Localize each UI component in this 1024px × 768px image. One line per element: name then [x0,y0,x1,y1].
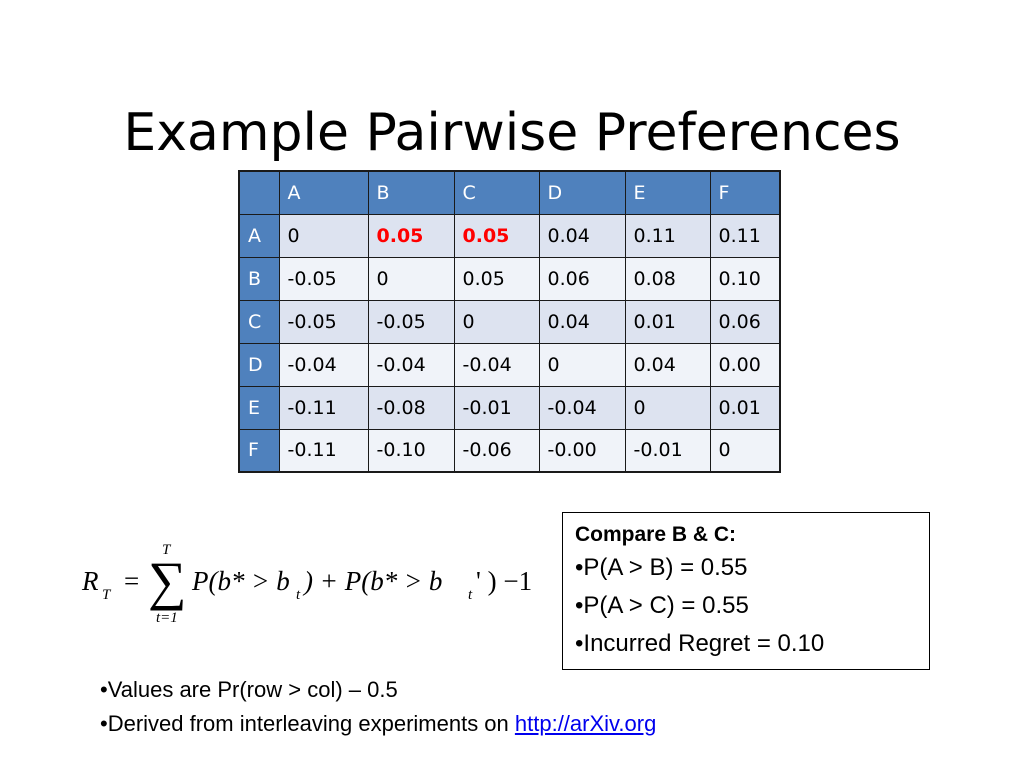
preference-matrix: A B C D E F A 0 0.05 0.05 0.04 0.11 0.11… [238,170,781,473]
matrix-cell: 0.11 [709,213,781,258]
matrix-cell: 0.01 [624,299,711,344]
matrix-cell: -0.04 [278,342,369,387]
matrix-cell: -0.11 [278,428,369,473]
row-header: D [238,342,280,387]
column-header: D [538,170,626,215]
matrix-cell: 0 [624,385,711,430]
column-header: A [278,170,369,215]
formula-sigma: ∑ [148,551,187,611]
formula-sum-lower: t=1 [156,610,178,626]
matrix-cell: 0.11 [624,213,711,258]
table-row: E -0.11 -0.08 -0.01 -0.04 0 0.01 [238,385,781,430]
row-header: F [238,428,280,473]
matrix-cell: 0.06 [538,256,626,301]
matrix-cell: 0.06 [709,299,781,344]
matrix-cell: -0.06 [453,428,540,473]
note-derived-text: •Derived from interleaving experiments o… [100,711,515,736]
matrix-cell: -0.04 [453,342,540,387]
matrix-cell: 0.00 [709,342,781,387]
formula-term-1-close: ) + P(b* > b [304,566,443,596]
formula-equals: = [124,566,140,596]
formula-lhs: R [82,566,99,596]
matrix-cell: -0.10 [367,428,455,473]
note-derived: •Derived from interleaving experiments o… [100,707,900,741]
regret-formula: R T = T ∑ t=1 P(b* > b t ) + P(b* > b t … [82,540,542,630]
matrix-cell: 0 [278,213,369,258]
matrix-cell: -0.05 [278,299,369,344]
compare-box: Compare B & C: •P(A > B) = 0.55 •P(A > C… [562,512,930,670]
arxiv-link[interactable]: http://arXiv.org [514,711,657,736]
slide-title: Example Pairwise Preferences [123,102,901,163]
compare-line: •P(A > B) = 0.55 [575,554,748,581]
matrix-cell: 0.10 [709,256,781,301]
matrix-cell: -0.05 [278,256,369,301]
matrix-cell: -0.05 [367,299,455,344]
column-header: C [453,170,540,215]
matrix-cell: -0.04 [367,342,455,387]
matrix-cell: -0.00 [538,428,626,473]
table-row: C -0.05 -0.05 0 0.04 0.01 0.06 [238,299,781,344]
formula-term-1-subscript: t [296,587,301,603]
matrix-cell: 0.04 [538,213,626,258]
matrix-cell-highlighted: 0.05 [367,213,455,258]
formula-term-1: P(b* > b [192,566,290,596]
matrix-cell: -0.01 [453,385,540,430]
formula-sum-upper: T [162,542,171,558]
row-header: B [238,256,280,301]
matrix-cell: 0.04 [624,342,711,387]
matrix-cell: 0 [538,342,626,387]
table-row: A 0 0.05 0.05 0.04 0.11 0.11 [238,213,781,258]
matrix-cell: -0.04 [538,385,626,430]
matrix-cell: 0 [453,299,540,344]
matrix-cell: -0.01 [624,428,711,473]
compare-heading: Compare B & C: [575,523,737,546]
column-header: B [367,170,455,215]
table-row: D -0.04 -0.04 -0.04 0 0.04 0.00 [238,342,781,387]
matrix-header-row: A B C D E F [238,170,781,215]
matrix-cell: 0.04 [538,299,626,344]
compare-line: •P(A > C) = 0.55 [575,592,749,619]
matrix-cell: -0.11 [278,385,369,430]
matrix-cell: -0.08 [367,385,455,430]
matrix-corner-cell [238,170,280,215]
row-header: A [238,213,280,258]
formula-lhs-subscript: T [102,587,111,603]
compare-line: •Incurred Regret = 0.10 [575,630,825,657]
matrix-cell-highlighted: 0.05 [453,213,540,258]
matrix-cell: 0.01 [709,385,781,430]
table-row: F -0.11 -0.10 -0.06 -0.00 -0.01 0 [238,428,781,473]
matrix-cell: 0.08 [624,256,711,301]
row-header: C [238,299,280,344]
notes: •Values are Pr(row > col) – 0.5 •Derived… [100,673,900,741]
note-values: •Values are Pr(row > col) – 0.5 [100,677,398,702]
formula-term-2-subscript: t [468,587,473,603]
matrix-cell: 0 [709,428,781,473]
formula-term-2-close: ' ) −1 [476,566,533,596]
column-header: E [624,170,711,215]
column-header: F [709,170,781,215]
matrix-cell: 0.05 [453,256,540,301]
matrix-cell: 0 [367,256,455,301]
row-header: E [238,385,280,430]
table-row: B -0.05 0 0.05 0.06 0.08 0.10 [238,256,781,301]
